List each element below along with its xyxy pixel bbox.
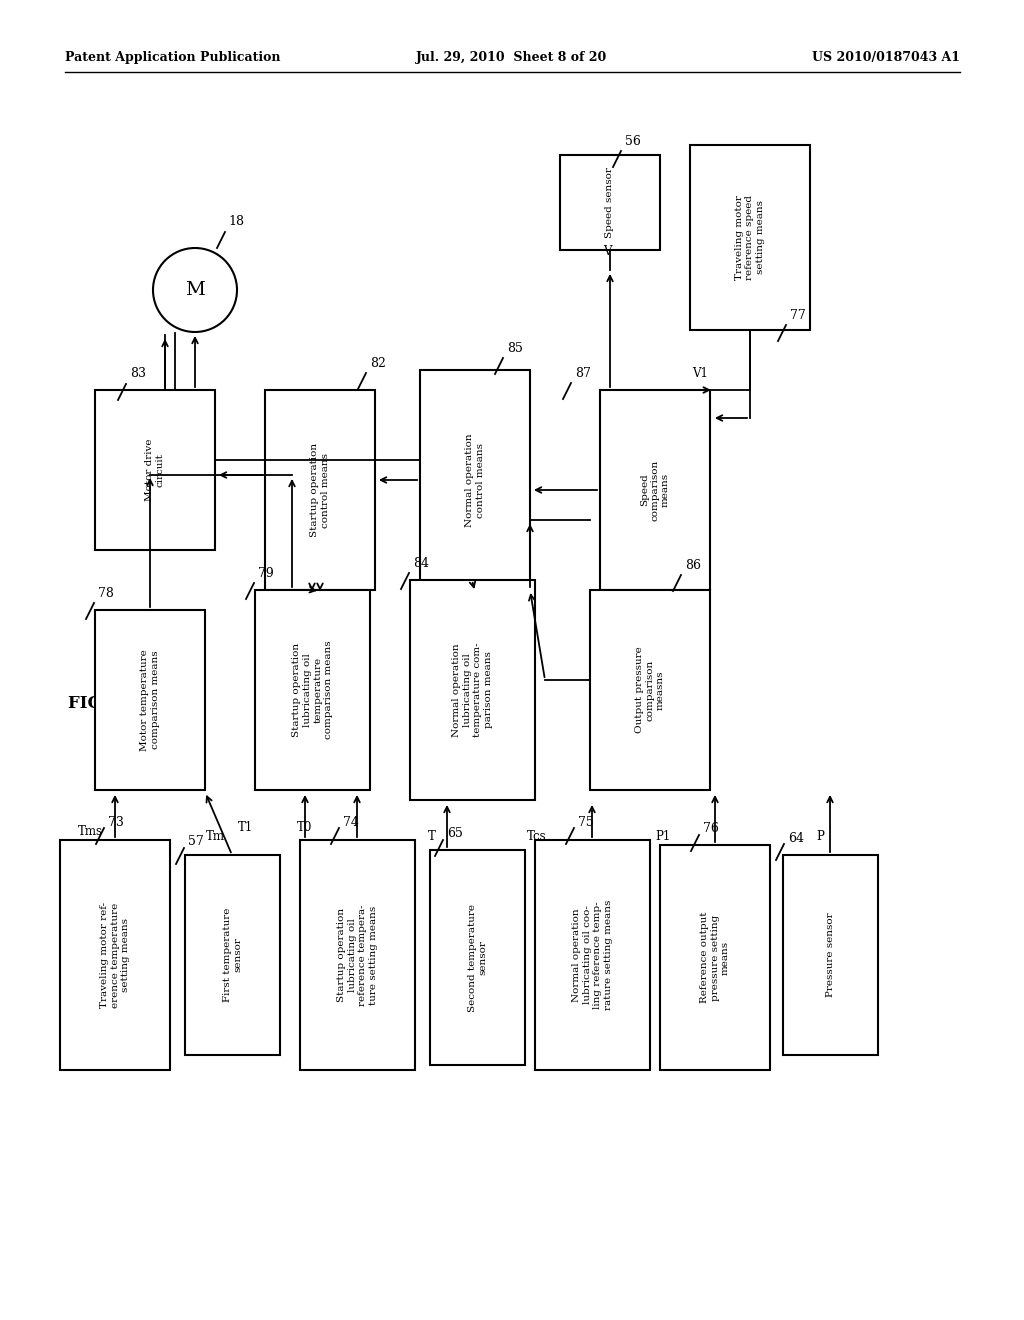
Text: 76: 76 [703, 822, 719, 836]
Text: T0: T0 [297, 821, 312, 834]
Text: Second temperature
sensor: Second temperature sensor [468, 903, 487, 1011]
Text: Traveling motor
reference speed
setting means: Traveling motor reference speed setting … [735, 195, 765, 280]
Text: FIG. 8: FIG. 8 [68, 696, 124, 711]
Text: Reference output
pressure setting
means: Reference output pressure setting means [700, 912, 730, 1003]
Text: 57: 57 [188, 836, 204, 847]
Ellipse shape [153, 248, 237, 333]
Bar [60, 840, 170, 1071]
Text: Startup operation
lubricating oil
temperature
comparison means: Startup operation lubricating oil temper… [293, 640, 333, 739]
Text: 86: 86 [685, 558, 701, 572]
Bar [265, 389, 375, 590]
Text: Pressure sensor: Pressure sensor [826, 912, 835, 998]
Bar [95, 610, 205, 789]
Text: US 2010/0187043 A1: US 2010/0187043 A1 [812, 51, 961, 65]
Text: 18: 18 [228, 215, 244, 228]
Text: Normal operation
control means: Normal operation control means [465, 433, 484, 527]
Bar [783, 855, 878, 1055]
Text: 73: 73 [108, 816, 124, 829]
Text: V1: V1 [692, 367, 708, 380]
Text: 82: 82 [370, 356, 386, 370]
Bar [430, 850, 525, 1065]
Text: 75: 75 [578, 816, 594, 829]
Bar [590, 590, 710, 789]
Text: Motor temperature
comparison means: Motor temperature comparison means [140, 649, 160, 751]
Text: Startup operation
control means: Startup operation control means [310, 444, 330, 537]
Bar [535, 840, 650, 1071]
Bar [600, 389, 710, 590]
Text: 87: 87 [575, 367, 591, 380]
Text: Normal operation
lubricating oil coo-
ling reference temp-
rature setting means: Normal operation lubricating oil coo- li… [572, 900, 612, 1010]
Text: Tm: Tm [206, 830, 224, 843]
Text: 77: 77 [790, 309, 806, 322]
Text: P: P [816, 830, 824, 843]
Text: Patent Application Publication: Patent Application Publication [65, 51, 281, 65]
Text: Tcs: Tcs [527, 830, 547, 843]
Text: M: M [185, 281, 205, 300]
Text: 64: 64 [788, 832, 804, 845]
Text: P1: P1 [655, 830, 671, 843]
Text: Motor drive
circuit: Motor drive circuit [145, 438, 165, 502]
Bar [410, 579, 535, 800]
Text: Normal operation
lubricating oil
temperature com-
parison means: Normal operation lubricating oil tempera… [453, 643, 493, 738]
Bar [300, 840, 415, 1071]
Text: 84: 84 [413, 557, 429, 570]
Bar [560, 154, 660, 249]
Text: 83: 83 [130, 367, 146, 380]
Bar [255, 590, 370, 789]
Bar [690, 145, 810, 330]
Text: Traveling motor ref-
erence temperature
setting means: Traveling motor ref- erence temperature … [100, 902, 130, 1008]
Text: 56: 56 [625, 135, 641, 148]
Text: 65: 65 [447, 828, 463, 840]
Text: 78: 78 [98, 587, 114, 601]
Text: Startup operation
lubricating oil
reference tempera-
ture setting means: Startup operation lubricating oil refere… [337, 904, 378, 1006]
Text: T1: T1 [238, 821, 253, 834]
Text: 79: 79 [258, 568, 273, 579]
Bar [660, 845, 770, 1071]
Text: Speed
comparison
means: Speed comparison means [640, 459, 670, 520]
Text: 85: 85 [507, 342, 523, 355]
Text: Tms: Tms [78, 825, 102, 838]
Bar [185, 855, 280, 1055]
Text: 74: 74 [343, 816, 358, 829]
Bar [420, 370, 530, 590]
Text: T: T [428, 830, 436, 843]
Text: Output pressure
comparison
measns: Output pressure comparison measns [635, 647, 665, 734]
Text: First temperature
sensor: First temperature sensor [223, 908, 243, 1002]
Bar [95, 389, 215, 550]
Text: Speed sensor: Speed sensor [605, 168, 614, 238]
Text: Jul. 29, 2010  Sheet 8 of 20: Jul. 29, 2010 Sheet 8 of 20 [417, 51, 607, 65]
Text: V: V [603, 246, 611, 257]
